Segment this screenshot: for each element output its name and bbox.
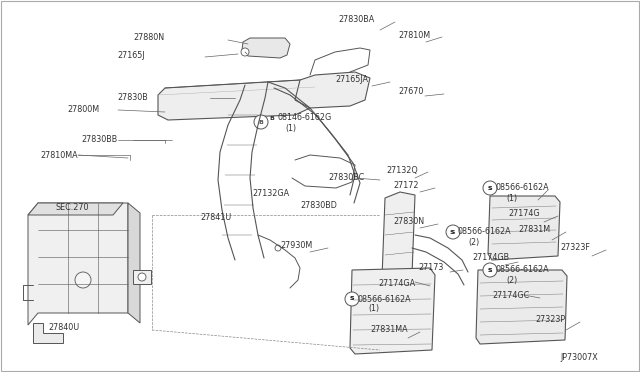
Text: (1): (1)	[368, 305, 379, 314]
Circle shape	[275, 245, 281, 251]
Text: (1): (1)	[285, 124, 296, 132]
Text: 27810MA: 27810MA	[40, 151, 77, 160]
Polygon shape	[242, 38, 290, 58]
Polygon shape	[28, 203, 128, 325]
Text: SEC.270: SEC.270	[55, 203, 88, 212]
Text: (2): (2)	[506, 276, 517, 285]
Text: 27323F: 27323F	[560, 244, 590, 253]
Text: 27132GA: 27132GA	[252, 189, 289, 199]
Text: 27930M: 27930M	[280, 241, 312, 250]
Text: S: S	[488, 186, 493, 190]
Text: 08566-6162A: 08566-6162A	[458, 228, 511, 237]
Text: S: S	[488, 267, 492, 273]
Text: B: B	[259, 119, 264, 125]
Text: 27173: 27173	[418, 263, 444, 273]
Text: 08146-6162G: 08146-6162G	[278, 113, 332, 122]
Circle shape	[483, 181, 497, 195]
Polygon shape	[488, 196, 560, 260]
Circle shape	[241, 48, 249, 56]
Text: 27840U: 27840U	[48, 324, 79, 333]
Circle shape	[75, 272, 91, 288]
Bar	[133, 270, 151, 284]
Polygon shape	[476, 270, 567, 344]
Text: S: S	[349, 296, 355, 301]
Text: S: S	[350, 296, 355, 301]
Circle shape	[138, 273, 146, 281]
Text: 27830BD: 27830BD	[300, 202, 337, 211]
Circle shape	[483, 263, 497, 277]
Text: B: B	[269, 115, 274, 121]
Polygon shape	[382, 192, 415, 282]
Text: 27174GB: 27174GB	[472, 253, 509, 263]
Text: 27830BA: 27830BA	[338, 16, 374, 25]
Text: S: S	[451, 230, 455, 234]
Text: 27174GA: 27174GA	[378, 279, 415, 289]
Text: 27670: 27670	[398, 87, 424, 96]
Text: 27841U: 27841U	[200, 214, 231, 222]
Text: 27830BB: 27830BB	[82, 135, 118, 144]
Text: 27830BC: 27830BC	[328, 173, 364, 183]
Text: 08566-6162A: 08566-6162A	[496, 183, 550, 192]
Circle shape	[446, 225, 460, 239]
Text: 08566-6162A: 08566-6162A	[496, 266, 550, 275]
Circle shape	[345, 292, 359, 306]
Text: 27174GC: 27174GC	[492, 292, 529, 301]
Text: 27800M: 27800M	[68, 106, 100, 115]
Text: S: S	[450, 230, 454, 234]
Polygon shape	[33, 323, 63, 343]
Text: S: S	[488, 186, 492, 190]
Text: 27165JA: 27165JA	[335, 76, 368, 84]
Text: 27831MA: 27831MA	[370, 326, 408, 334]
Text: 27323P: 27323P	[535, 315, 565, 324]
Text: 27880N: 27880N	[134, 33, 165, 42]
Text: 27830N: 27830N	[393, 218, 424, 227]
Text: (1): (1)	[506, 193, 517, 202]
Text: JP73007X: JP73007X	[560, 353, 598, 362]
Polygon shape	[158, 80, 315, 120]
Text: S: S	[488, 267, 493, 273]
Circle shape	[254, 115, 268, 129]
Text: 27831M: 27831M	[518, 225, 550, 234]
Text: 27810M: 27810M	[398, 31, 430, 39]
Polygon shape	[350, 268, 435, 354]
Polygon shape	[128, 203, 140, 323]
Text: 27132Q: 27132Q	[386, 166, 418, 174]
Text: 08566-6162A: 08566-6162A	[358, 295, 412, 304]
Text: 27174G: 27174G	[508, 209, 540, 218]
Text: (2): (2)	[468, 237, 479, 247]
Text: 27165J: 27165J	[117, 51, 145, 61]
Text: 27172: 27172	[393, 182, 419, 190]
Polygon shape	[28, 203, 123, 215]
Text: 27830B: 27830B	[117, 93, 148, 103]
Polygon shape	[295, 72, 370, 108]
